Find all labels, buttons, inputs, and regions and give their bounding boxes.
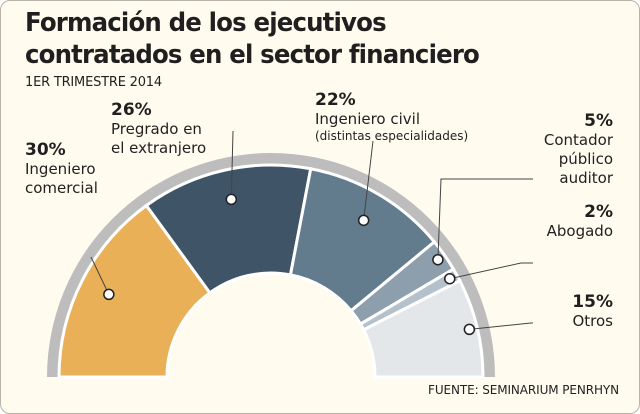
leader-line-ingeniero-comercial	[90, 256, 110, 295]
label-sub-ingeniero-civil: (distintas especialidades)	[315, 129, 468, 143]
label-name-abogado-1: Abogado	[547, 222, 613, 240]
label-pct-ingeniero-civil: 22%	[315, 90, 356, 110]
label-pct-ingeniero-comercial: 30%	[25, 140, 66, 160]
label-name-pregrado-extranjero-1: Pregrado en	[111, 120, 202, 138]
label-pct-otros: 15%	[572, 292, 613, 312]
marker-dot-otros	[463, 323, 476, 336]
label-name-ingeniero-comercial-1: Ingeniero	[25, 160, 96, 178]
leader-line-pregrado-extranjero	[230, 130, 234, 200]
chart-slices	[57, 163, 485, 379]
chart-source: FUENTE: SEMINARIUM PENRHYN	[428, 383, 619, 397]
slice-pregrado-extranjero	[144, 163, 313, 295]
chart-subtitle: 1ER TRIMESTRE 2014	[25, 75, 162, 90]
marker-dot-abogado	[444, 272, 456, 285]
label-name-ingeniero-civil-1: Ingeniero civil	[315, 110, 420, 128]
label-pct-pregrado-extranjero: 26%	[111, 100, 152, 120]
chart-title: Formación de los ejecutivos contratados …	[25, 7, 480, 71]
marker-dot-ingeniero-comercial	[103, 288, 115, 301]
slice-ingeniero-comercial	[57, 203, 212, 379]
leader-line-abogado	[449, 262, 533, 280]
label-name-contador-auditor-1: Contador	[544, 131, 614, 149]
label-pct-contador-auditor: 5%	[584, 111, 613, 131]
marker-dot-contador-auditor	[432, 253, 444, 266]
label-name-ingeniero-comercial-2: comercial	[25, 179, 98, 197]
label-name-otros-1: Otros	[572, 312, 613, 330]
leader-line-ingeniero-civil	[363, 140, 374, 221]
marker-dot-pregrado-extranjero	[225, 193, 238, 206]
label-name-pregrado-extranjero-2: el extranjero	[111, 139, 206, 157]
leader-line-otros	[469, 322, 533, 330]
chart-leader-lines	[90, 130, 533, 336]
leader-line-contador-auditor	[437, 178, 533, 260]
label-name-contador-auditor-3: auditor	[559, 169, 613, 187]
label-name-contador-auditor-2: público	[559, 150, 613, 168]
slice-otros	[361, 278, 485, 379]
marker-dot-ingeniero-civil	[357, 214, 370, 227]
chart-title-line-2: contratados en el sector financiero	[25, 40, 480, 70]
label-pct-abogado: 2%	[584, 202, 613, 222]
chart-title-line-1: Formación de los ejecutivos	[25, 8, 387, 38]
